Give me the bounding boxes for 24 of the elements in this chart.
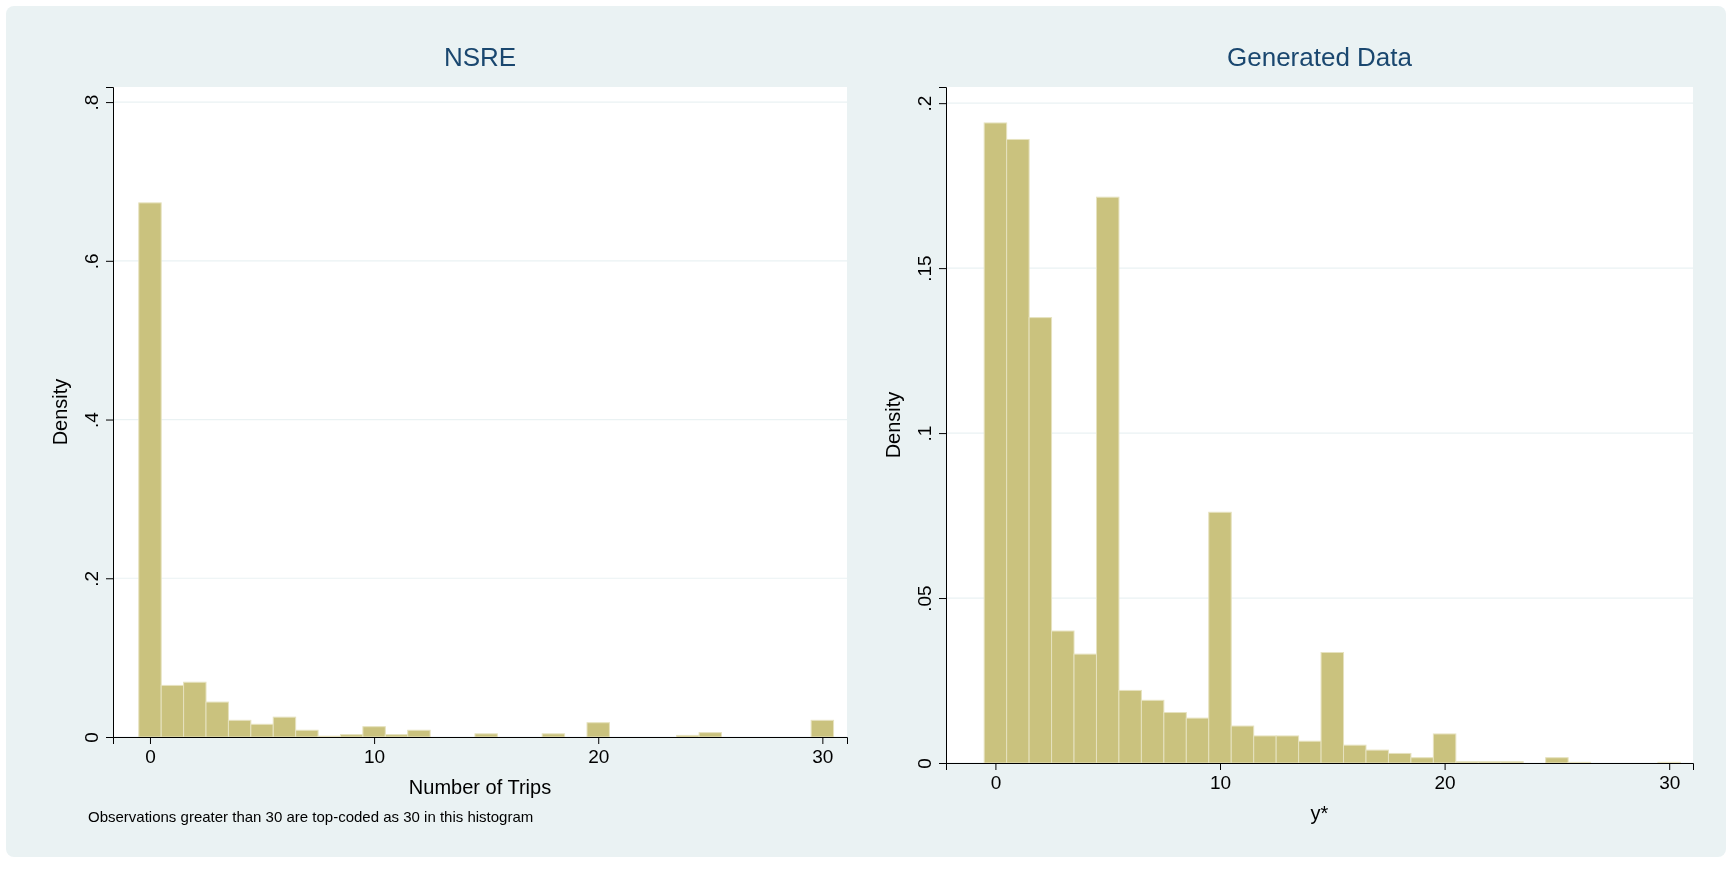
x-tick-label: 20	[1434, 772, 1456, 794]
x-tick-label: 0	[145, 746, 156, 768]
y-tick-label: .8	[80, 94, 102, 111]
y-tick-label: .15	[913, 255, 935, 282]
y-axis-title: Density	[882, 391, 904, 459]
x-tick-label: 30	[812, 746, 834, 768]
chart-title: Generated Data	[1226, 42, 1413, 72]
x-tick-label: 30	[1659, 772, 1681, 794]
x-tick-label: 10	[364, 746, 386, 768]
y-tick-label: .2	[913, 95, 935, 112]
x-tick-label: 10	[1209, 772, 1232, 794]
y-tick-label: .1	[913, 425, 935, 442]
x-tick-label: 20	[588, 746, 610, 768]
chart-title: NSRE	[443, 42, 517, 72]
x-axis-title: Number of Trips	[408, 776, 552, 798]
x-tick-label: 0	[990, 772, 1002, 794]
y-tick-label: .2	[80, 570, 102, 587]
y-tick-label: .4	[80, 411, 102, 428]
y-tick-label: .05	[913, 585, 935, 612]
y-tick-label: .6	[80, 253, 102, 270]
text: Observations greater than 30 are top-coded as 30 in this histogram	[88, 808, 534, 825]
y-tick-label: 0	[80, 732, 102, 743]
x-axis-title: y*	[1310, 802, 1329, 824]
y-axis-title: Density	[49, 378, 71, 446]
